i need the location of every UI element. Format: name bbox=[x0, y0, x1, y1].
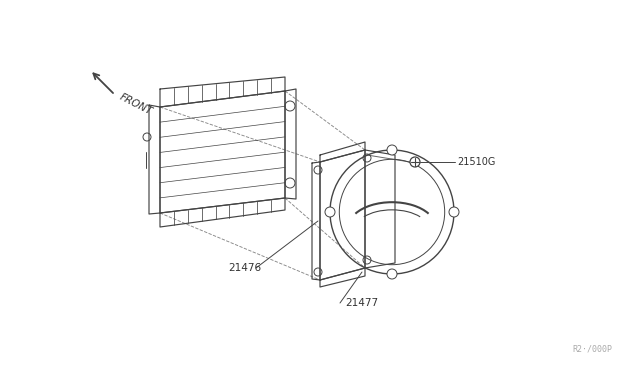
Circle shape bbox=[387, 145, 397, 155]
Text: 21510G: 21510G bbox=[457, 157, 495, 167]
Text: FRONT: FRONT bbox=[118, 92, 154, 117]
Circle shape bbox=[410, 157, 420, 167]
Circle shape bbox=[325, 207, 335, 217]
Circle shape bbox=[387, 269, 397, 279]
Circle shape bbox=[449, 207, 459, 217]
Text: 21476: 21476 bbox=[228, 263, 261, 273]
Text: 21477: 21477 bbox=[345, 298, 378, 308]
Text: R2·/000P: R2·/000P bbox=[572, 345, 612, 354]
